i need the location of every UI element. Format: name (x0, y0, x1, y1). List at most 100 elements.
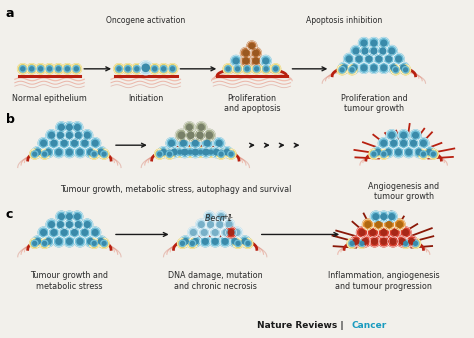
Ellipse shape (392, 67, 399, 73)
Ellipse shape (216, 149, 226, 159)
Ellipse shape (400, 239, 405, 244)
Ellipse shape (356, 227, 367, 238)
Ellipse shape (185, 147, 195, 157)
Ellipse shape (185, 129, 197, 141)
Text: Tumour growth, metabolic stress, autophagy and survival: Tumour growth, metabolic stress, autopha… (60, 185, 291, 194)
Ellipse shape (394, 68, 398, 72)
Ellipse shape (166, 138, 177, 149)
Ellipse shape (363, 219, 374, 230)
Ellipse shape (135, 67, 139, 71)
Ellipse shape (386, 211, 397, 222)
Ellipse shape (381, 214, 387, 219)
Ellipse shape (234, 230, 240, 235)
Ellipse shape (410, 130, 421, 141)
Ellipse shape (30, 238, 40, 248)
Ellipse shape (337, 65, 347, 75)
Ellipse shape (66, 149, 72, 155)
Ellipse shape (91, 240, 97, 247)
Ellipse shape (46, 130, 57, 141)
Ellipse shape (370, 230, 376, 235)
Ellipse shape (409, 239, 414, 244)
Ellipse shape (263, 58, 269, 64)
Ellipse shape (404, 68, 408, 72)
Ellipse shape (391, 65, 401, 75)
Ellipse shape (340, 68, 344, 72)
Text: DNA damage, mutation
and chronic necrosis: DNA damage, mutation and chronic necrosi… (168, 271, 263, 291)
Ellipse shape (64, 66, 71, 72)
Ellipse shape (92, 230, 98, 235)
Ellipse shape (233, 238, 243, 248)
Ellipse shape (361, 65, 367, 71)
Ellipse shape (226, 67, 230, 71)
Ellipse shape (374, 53, 384, 64)
Text: Proliferation
and apoptosis: Proliferation and apoptosis (224, 94, 280, 113)
Ellipse shape (56, 149, 62, 155)
Ellipse shape (273, 66, 279, 72)
Ellipse shape (371, 151, 377, 158)
Ellipse shape (56, 239, 62, 244)
Ellipse shape (214, 219, 225, 230)
Ellipse shape (244, 66, 250, 72)
Ellipse shape (381, 140, 387, 146)
Ellipse shape (428, 149, 438, 159)
Ellipse shape (414, 241, 418, 245)
Ellipse shape (177, 149, 183, 155)
Ellipse shape (240, 48, 251, 58)
Ellipse shape (354, 53, 365, 64)
Ellipse shape (32, 236, 43, 247)
Ellipse shape (75, 222, 81, 227)
Ellipse shape (36, 64, 46, 74)
Ellipse shape (253, 50, 259, 56)
Ellipse shape (376, 222, 381, 227)
Ellipse shape (396, 56, 401, 62)
Ellipse shape (385, 149, 391, 155)
Ellipse shape (401, 65, 407, 71)
Ellipse shape (373, 147, 383, 158)
Ellipse shape (364, 53, 374, 64)
Ellipse shape (372, 239, 377, 244)
Ellipse shape (197, 132, 203, 138)
Ellipse shape (46, 219, 57, 230)
Ellipse shape (49, 132, 55, 138)
Ellipse shape (398, 138, 409, 149)
Ellipse shape (380, 48, 386, 54)
Ellipse shape (249, 44, 255, 49)
Ellipse shape (74, 67, 78, 71)
Ellipse shape (383, 53, 394, 64)
Ellipse shape (82, 130, 93, 141)
Ellipse shape (389, 132, 394, 138)
Ellipse shape (84, 222, 90, 227)
Ellipse shape (219, 150, 223, 154)
Ellipse shape (212, 230, 218, 235)
Ellipse shape (401, 140, 407, 146)
Ellipse shape (401, 238, 410, 248)
Ellipse shape (219, 214, 224, 219)
Ellipse shape (179, 240, 186, 247)
Ellipse shape (66, 132, 72, 138)
Ellipse shape (59, 138, 70, 149)
Ellipse shape (412, 240, 419, 247)
Ellipse shape (202, 138, 213, 149)
Ellipse shape (401, 65, 410, 75)
Ellipse shape (168, 152, 172, 156)
Ellipse shape (139, 61, 153, 75)
Ellipse shape (59, 214, 64, 219)
Ellipse shape (30, 67, 34, 71)
Ellipse shape (125, 66, 131, 72)
Ellipse shape (71, 64, 82, 74)
Ellipse shape (218, 151, 224, 158)
Ellipse shape (200, 236, 211, 247)
Ellipse shape (368, 63, 379, 73)
Ellipse shape (161, 149, 166, 155)
Ellipse shape (226, 222, 232, 227)
Ellipse shape (250, 55, 261, 66)
Ellipse shape (350, 241, 354, 245)
Ellipse shape (74, 147, 85, 158)
Ellipse shape (242, 64, 252, 74)
Ellipse shape (392, 230, 398, 235)
Ellipse shape (33, 241, 36, 245)
Ellipse shape (201, 230, 207, 235)
Ellipse shape (232, 239, 238, 244)
Ellipse shape (371, 40, 377, 46)
Ellipse shape (58, 132, 64, 138)
